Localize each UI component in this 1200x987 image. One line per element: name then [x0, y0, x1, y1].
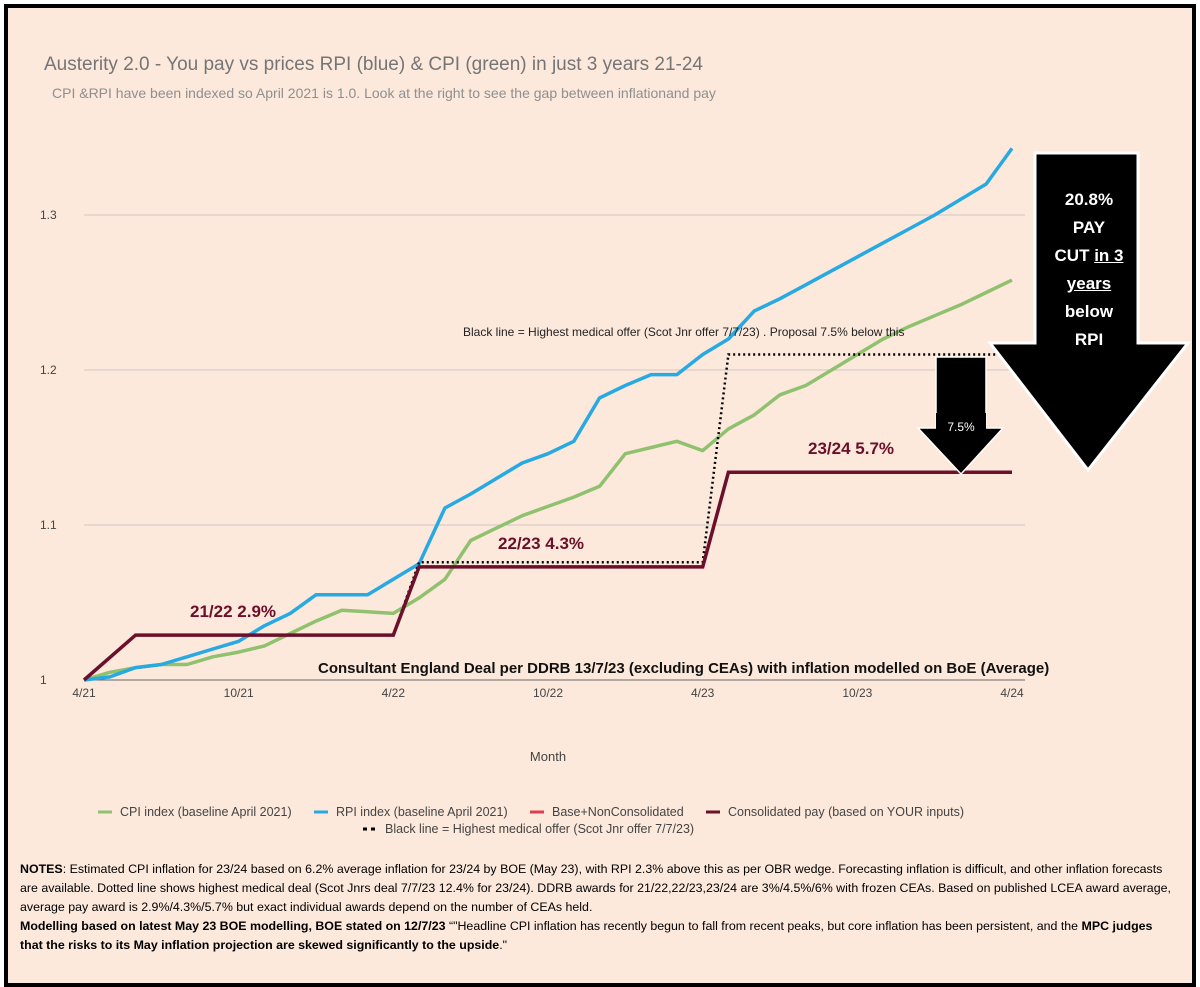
callout-years: years: [1066, 274, 1112, 293]
y-tick-label: 1.1: [40, 518, 57, 532]
legend-label-rpi: RPI index (baseline April 2021): [336, 805, 508, 819]
x-tick-label: 4/22: [382, 686, 406, 700]
cpi-series-line: [83, 278, 1013, 682]
deal-annotation: Consultant England Deal per DDRB 13/7/23…: [318, 660, 1049, 677]
gap-arrow-label-bg: [936, 413, 986, 435]
callout-rpi: RPI: [1074, 330, 1104, 349]
callout-below: below: [1064, 302, 1114, 321]
offer-series-line: [392, 353, 1012, 636]
x-tick-label: 4/21: [72, 686, 96, 700]
rpi-series-line: [83, 147, 1014, 682]
chart-title: Austerity 2.0 - You pay vs prices RPI (b…: [44, 54, 703, 75]
x-axis-title: Month: [530, 749, 566, 764]
legend-label-consolidated: Consolidated pay (based on YOUR inputs): [728, 805, 964, 819]
pay-cut-callout: 20.8% PAY CUT in 3 years below RPI: [1047, 186, 1131, 354]
pay-cut-arrow: [986, 151, 1192, 473]
notes-paragraph-1: NOTES: Estimated CPI inflation for 23/24…: [20, 862, 1171, 914]
x-tick-label: 4/24: [1000, 686, 1024, 700]
y-tick-label: 1: [40, 673, 47, 687]
callout-percent: 20.8%: [1064, 190, 1114, 209]
consolidated-series-line: [82, 470, 1012, 682]
notes-block: NOTES: Estimated CPI inflation for 23/24…: [20, 860, 1175, 955]
x-tick-label: 10/21: [224, 686, 254, 700]
y-tick-label: 1.2: [40, 363, 57, 377]
legend-label-offer: Black line = Highest medical offer (Scot…: [385, 822, 694, 836]
y-tick-label: 1.3: [40, 208, 57, 222]
offer-annotation: Black line = Highest medical offer (Scot…: [463, 325, 904, 339]
x-tick-label: 10/22: [533, 686, 563, 700]
chart-subtitle: CPI &RPI have been indexed so April 2021…: [52, 85, 716, 101]
x-tick-label: 10/23: [842, 686, 872, 700]
legend-label-base: Base+NonConsolidated: [552, 805, 684, 819]
callout-cut-line: CUT in 3: [1054, 246, 1124, 265]
annotation-22-23: 22/23 4.3%: [498, 534, 584, 553]
annotation-23-24: 23/24 5.7%: [808, 439, 894, 458]
notes-paragraph-2: Modelling based on latest May 23 BOE mod…: [20, 919, 1153, 952]
gap-arrow-label: 7.5%: [947, 420, 975, 434]
legend-label-cpi: CPI index (baseline April 2021): [120, 805, 292, 819]
annotation-21-22: 21/22 2.9%: [190, 602, 276, 621]
callout-pay: PAY: [1072, 218, 1106, 237]
x-tick-label: 4/23: [691, 686, 715, 700]
